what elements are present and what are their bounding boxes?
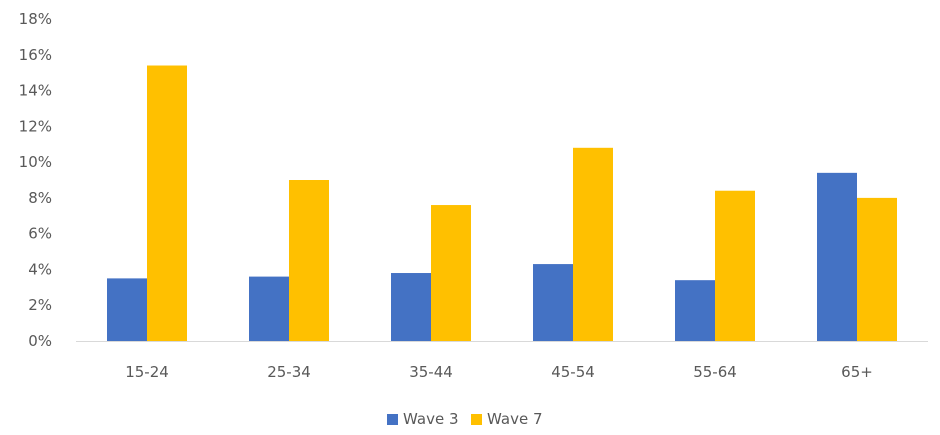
y-tick-label: 8%: [28, 189, 52, 207]
y-tick-label: 2%: [28, 296, 52, 314]
bar-wave-7-55-64: [715, 190, 755, 341]
x-tick-label: 45-54: [551, 363, 595, 381]
y-tick-label: 10%: [19, 153, 52, 171]
legend-swatch: [471, 414, 482, 425]
y-axis: 0% 2% 4% 6% 8% 10% 12% 14% 16% 18%: [19, 10, 52, 350]
y-tick-label: 6%: [28, 225, 52, 243]
y-tick-label: 4%: [28, 260, 52, 278]
x-axis: 15-24 25-34 35-44 45-54 55-64 65+: [125, 363, 873, 381]
bar-wave-3-35-44: [391, 273, 431, 341]
y-tick-label: 18%: [19, 10, 52, 28]
bar-wave-3-15-24: [107, 278, 147, 341]
x-tick-label: 25-34: [267, 363, 311, 381]
y-tick-label: 14%: [19, 82, 52, 100]
bar-wave-7-65+: [857, 197, 897, 341]
bar-wave-3-25-34: [249, 276, 289, 341]
bar-wave-7-25-34: [289, 180, 329, 341]
x-tick-label: 55-64: [693, 363, 737, 381]
x-tick-label: 65+: [841, 363, 873, 381]
y-tick-label: 0%: [28, 332, 52, 350]
legend-label: Wave 7: [487, 410, 542, 428]
x-tick-label: 15-24: [125, 363, 169, 381]
bar-wave-3-55-64: [675, 280, 715, 341]
bar-wave-7-45-54: [573, 147, 613, 341]
bar-wave-3-65+: [817, 172, 857, 341]
y-tick-label: 16%: [19, 46, 52, 64]
bar-wave-7-35-44: [431, 205, 471, 341]
bar-wave-7-15-24: [147, 65, 187, 341]
legend-swatch: [387, 414, 398, 425]
bars: [107, 65, 897, 341]
y-tick-label: 12%: [19, 117, 52, 135]
bar-wave-3-45-54: [533, 264, 573, 341]
legend-label: Wave 3: [403, 410, 458, 428]
legend: Wave 3 Wave 7: [387, 410, 542, 428]
x-tick-label: 35-44: [409, 363, 453, 381]
